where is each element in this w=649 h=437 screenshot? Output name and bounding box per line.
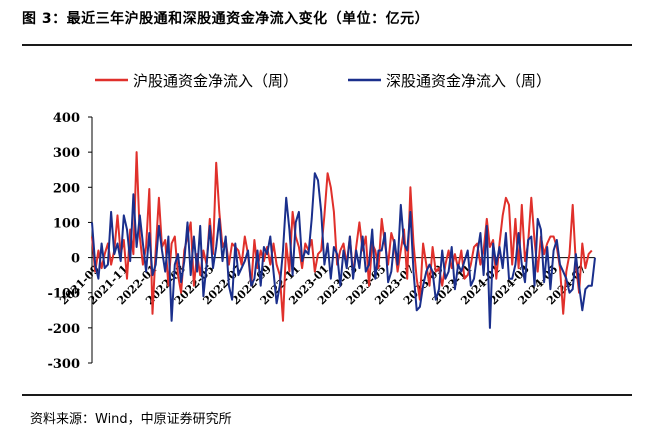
y-tick-label: 100	[53, 216, 80, 231]
y-axis-ticks: 400 300 200 100 0 -100 -200 -300	[47, 111, 92, 372]
y-tick-label: -300	[47, 357, 80, 372]
y-tick-label: -200	[47, 322, 80, 337]
y-tick-label: 300	[53, 146, 80, 161]
source-note: 资料来源：Wind，中原证券研究所	[30, 412, 232, 427]
y-tick-label: 200	[53, 181, 80, 196]
series-line-sh	[91, 151, 593, 322]
y-tick-label: 0	[71, 252, 80, 267]
series-line-sz	[91, 172, 596, 329]
legend: 沪股通资金净流入（周） 深股通资金净流入（周）	[95, 72, 551, 90]
legend-label-sz: 深股通资金净流入（周）	[386, 72, 551, 90]
y-tick-label: -100	[47, 287, 80, 302]
figure-title: 图 3：最近三年沪股通和深股通资金净流入变化（单位：亿元）	[22, 11, 430, 27]
legend-label-sh: 沪股通资金净流入（周）	[133, 72, 298, 90]
series-lines	[91, 151, 596, 329]
top-rule	[22, 44, 632, 46]
bottom-rule	[22, 394, 632, 396]
y-tick-label: 400	[53, 111, 80, 126]
